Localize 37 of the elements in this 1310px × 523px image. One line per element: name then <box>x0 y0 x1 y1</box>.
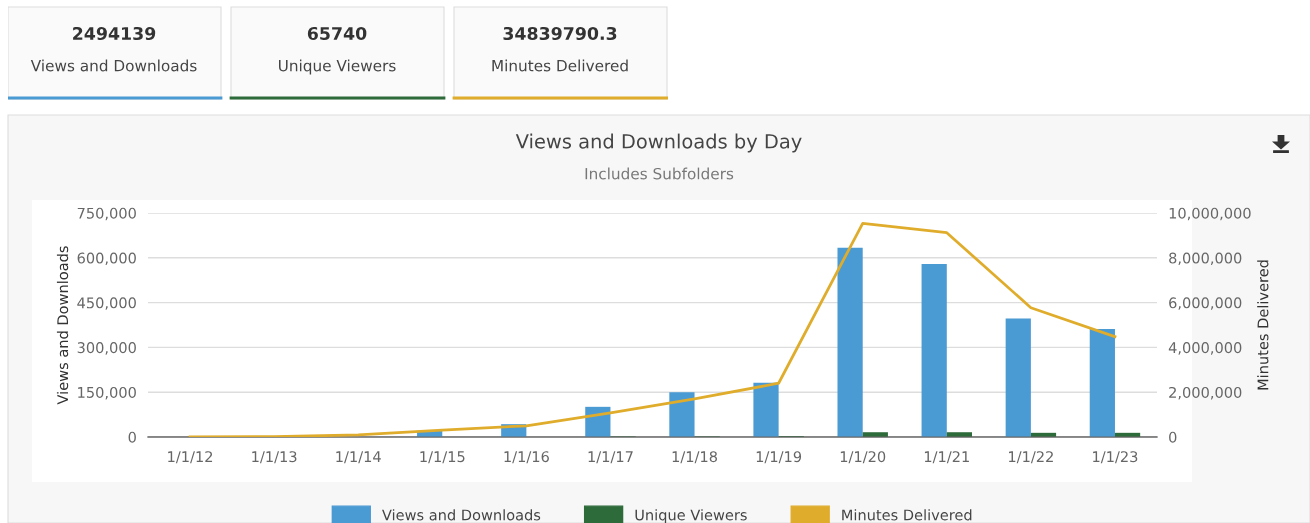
text: 2494139 <box>73 26 156 41</box>
legend-label: Unique Viewers <box>635 509 747 523</box>
x-tick-label: 1/1/20 <box>840 451 886 464</box>
y2-tick-label: 8,000,000 <box>1169 252 1242 266</box>
x-tick-label: 1/1/21 <box>924 451 969 464</box>
y-axis-title: Views and Downloads <box>56 246 69 405</box>
y-tick-label: 750,000 <box>77 207 136 221</box>
x-tick-label: 1/1/12 <box>168 451 213 464</box>
y2-tick-label: 2,000,000 <box>1169 386 1242 400</box>
x-tick-label: 1/1/14 <box>336 451 381 464</box>
x-tick-label: 1/1/23 <box>1093 451 1138 464</box>
legend-label: Views and Downloads <box>382 509 541 521</box>
x-tick-label: 1/1/19 <box>756 451 802 464</box>
y2-tick-label: 10,000,000 <box>1169 207 1251 221</box>
text: 65740 <box>307 26 367 41</box>
y-tick-label: 300,000 <box>77 342 136 355</box>
x-tick-label: 1/1/17 <box>588 451 633 464</box>
y2-tick-label: 6,000,000 <box>1169 297 1242 310</box>
y2-axis-title: Minutes Delivered <box>1257 260 1269 390</box>
chart-subtitle: Includes Subfolders <box>585 167 734 180</box>
y-tick-label: 450,000 <box>77 297 136 310</box>
y-tick-label: 150,000 <box>78 386 136 400</box>
text: 34839790.3 <box>503 26 617 41</box>
y2-tick-label: 0 <box>1169 431 1177 443</box>
y-tick-label: 0 <box>128 431 136 443</box>
chart-title: Views and Downloads by Day <box>515 133 802 153</box>
x-tick-label: 1/1/22 <box>1009 451 1053 464</box>
x-tick-label: 1/1/16 <box>504 451 549 464</box>
y-tick-label: 600,000 <box>77 252 136 266</box>
y2-tick-label: 4,000,000 <box>1168 342 1242 355</box>
legend-label: Minutes Delivered <box>842 509 972 521</box>
x-tick-label: 1/1/13 <box>252 451 297 464</box>
x-tick-label: 1/1/15 <box>420 451 465 464</box>
text: Minutes Delivered <box>492 59 628 72</box>
x-tick-label: 1/1/18 <box>672 451 718 464</box>
text: Views and Downloads <box>30 59 197 72</box>
text: Unique Viewers <box>279 59 396 75</box>
